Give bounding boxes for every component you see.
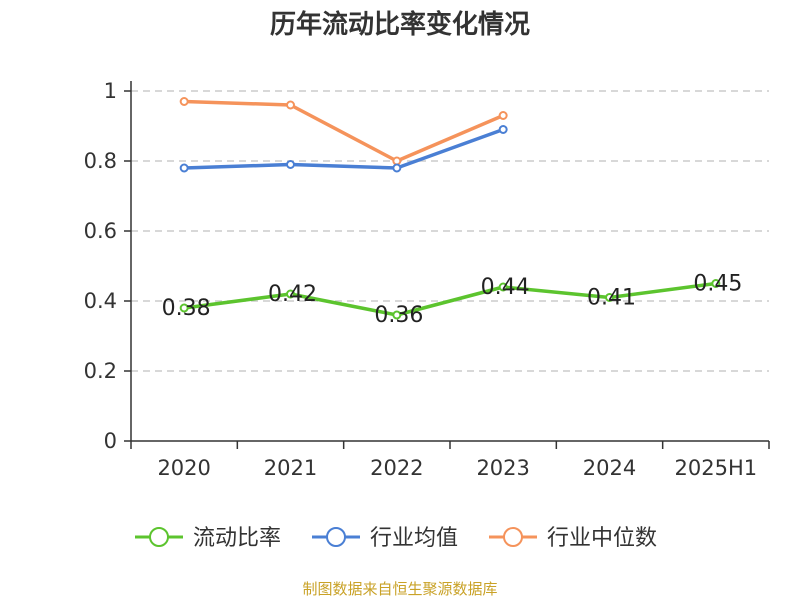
x-tick-label: 2022: [370, 456, 423, 480]
data-label: 0.38: [162, 296, 211, 321]
gridlines: [131, 90, 769, 372]
legend-label: 流动比率: [193, 526, 281, 551]
series-line-1: [182, 127, 505, 170]
y-tick-label: 1: [104, 79, 117, 103]
data-point: [286, 100, 295, 110]
data-point: [392, 156, 402, 166]
series-line-2: [182, 99, 505, 163]
data-point: [286, 160, 295, 169]
y-tick-label: 0.2: [84, 359, 117, 383]
x-tick-label: 2021: [264, 456, 317, 480]
series-lines: [179, 97, 721, 320]
x-tick-label: 2023: [476, 456, 529, 480]
data-label: 0.36: [374, 303, 423, 328]
x-tick-label: 2020: [157, 456, 210, 480]
data-point: [179, 163, 189, 173]
data-point: [498, 111, 508, 120]
y-tick-label: 0.6: [84, 219, 117, 243]
data-point: [286, 289, 295, 299]
data-source-note: 制图数据来自恒生聚源数据库: [302, 580, 498, 598]
data-point: [711, 279, 721, 288]
legend-marker: [503, 527, 523, 547]
data-point: [392, 310, 402, 320]
data-point: [392, 163, 402, 173]
data-point: [498, 282, 508, 292]
data-label: 0.45: [693, 272, 742, 297]
data-point: [179, 303, 189, 313]
chart-title: 历年流动比率变化情况: [269, 10, 530, 40]
axes: 0 0.2 0.4 0.6 0.8 1 2020 2021 2022 2023 2024 2025H1: [84, 79, 770, 480]
x-tick-label: 2025H1: [675, 456, 758, 480]
data-point: [179, 97, 189, 106]
legend-label: 行业均值: [370, 526, 458, 551]
legend-marker: [149, 527, 169, 547]
data-point: [605, 293, 614, 302]
data-labels: 0.38 0.42 0.36 0.44 0.41 0.45: [162, 272, 743, 329]
data-label: 0.41: [587, 286, 636, 311]
legend-label: 行业中位数: [547, 526, 657, 551]
x-tick-label: 2024: [583, 456, 636, 480]
data-point: [498, 125, 508, 134]
series-line-0: [182, 281, 718, 317]
y-tick-label: 0.4: [84, 289, 117, 313]
y-tick-label: 0: [104, 429, 117, 453]
legend: 流动比率 行业均值 行业中位数: [135, 526, 657, 551]
data-label: 0.42: [268, 282, 317, 307]
data-label: 0.44: [481, 275, 530, 300]
legend-marker: [326, 527, 346, 547]
y-tick-label: 0.8: [84, 149, 117, 173]
